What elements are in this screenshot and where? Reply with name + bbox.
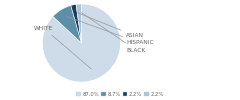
Wedge shape [53,6,81,43]
Text: WHITE: WHITE [34,26,91,69]
Wedge shape [76,4,81,43]
Text: ASIAN: ASIAN [78,13,144,38]
Wedge shape [42,4,120,82]
Text: BLACK: BLACK [82,13,145,52]
Text: HISPANIC: HISPANIC [67,17,154,46]
Legend: 87.0%, 8.7%, 2.2%, 2.2%: 87.0%, 8.7%, 2.2%, 2.2% [75,91,165,97]
Wedge shape [71,4,81,43]
